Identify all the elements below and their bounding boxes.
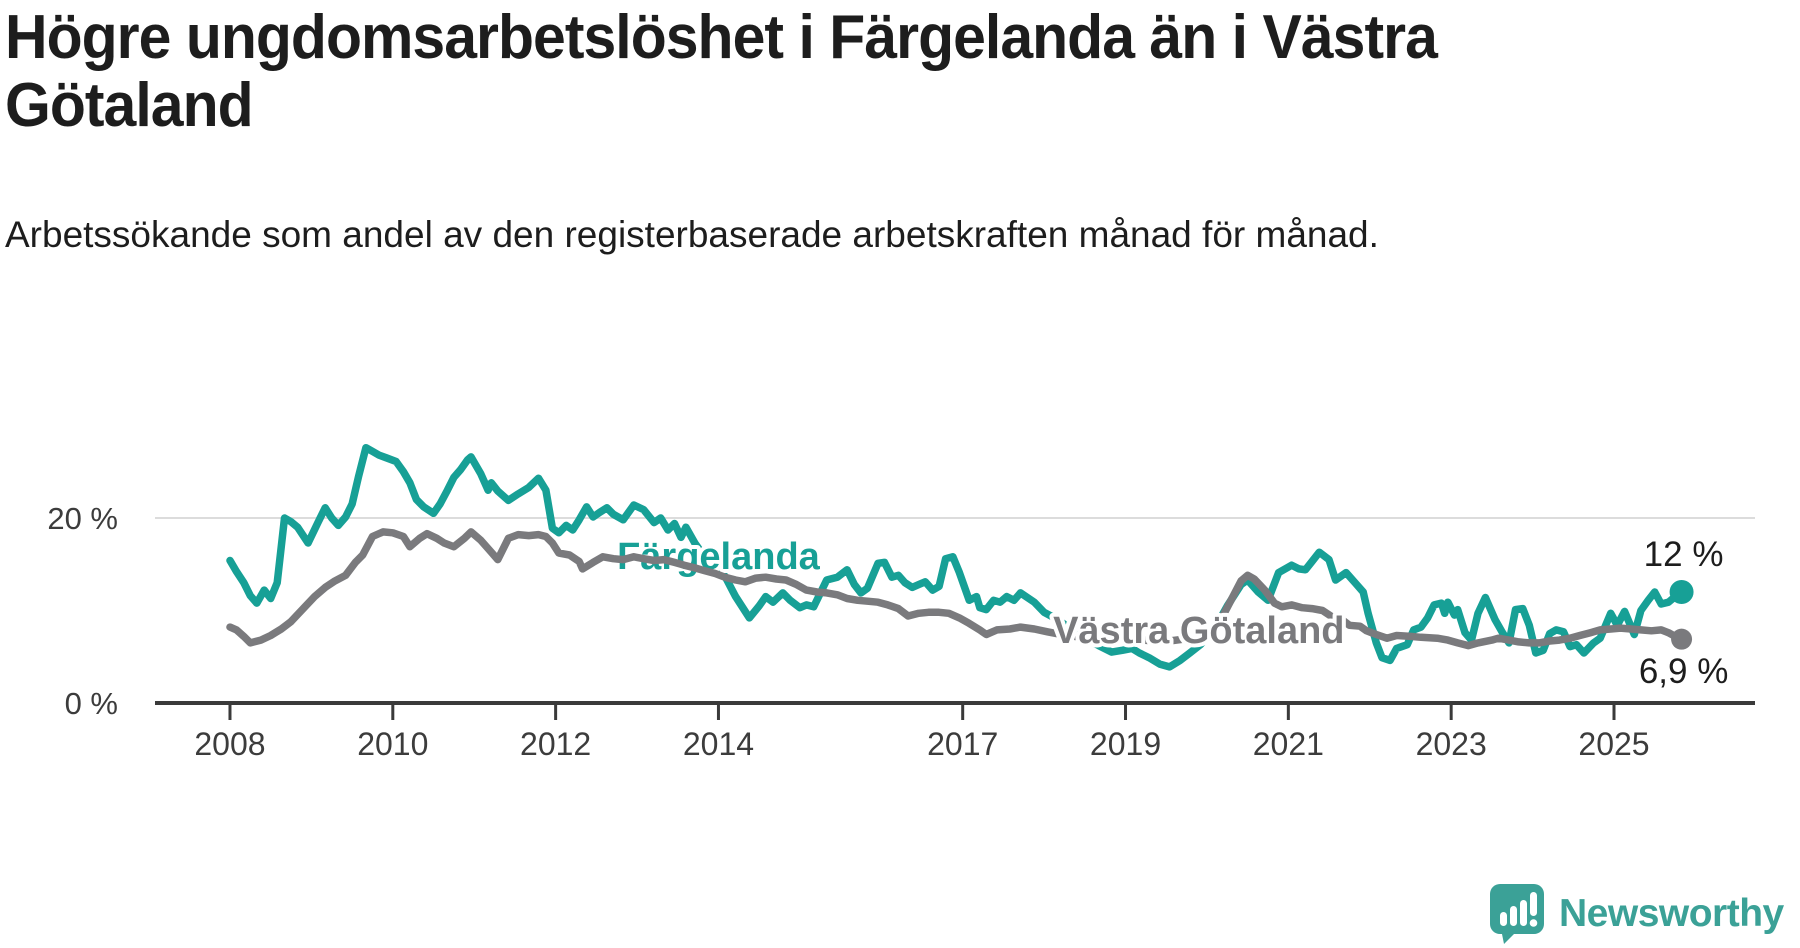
y-tick-label-20: 20 % xyxy=(47,501,118,536)
x-tick-label-2017: 2017 xyxy=(927,726,998,762)
series-line-vastra-gotaland xyxy=(226,528,1686,650)
x-tick-label-2021: 2021 xyxy=(1253,726,1324,762)
newsworthy-logo-text: Newsworthy xyxy=(1559,892,1784,935)
series-label-vastra-gotaland: Västra Götaland xyxy=(1053,610,1344,652)
end-value-label-vastra-gotaland: 6,9 % xyxy=(1639,652,1729,691)
newsworthy-branding: Newsworthy xyxy=(1488,882,1784,946)
x-tick-label-2019: 2019 xyxy=(1090,726,1161,762)
series-line-fargelanda xyxy=(226,443,1686,671)
chart-subtitle: Arbetssökande som andel av den registerb… xyxy=(5,214,1379,255)
newsworthy-logo-icon xyxy=(1490,884,1544,944)
x-tick-label-2023: 2023 xyxy=(1416,726,1487,762)
x-tick-label-2010: 2010 xyxy=(357,726,428,762)
x-tick-label-2025: 2025 xyxy=(1578,726,1649,762)
x-tick-label-2008: 2008 xyxy=(194,726,265,762)
x-tick-label-2014: 2014 xyxy=(683,726,754,762)
endpoint-dot-fargelanda xyxy=(1669,579,1694,604)
chart-title: Högre ungdomsarbetslöshet i Färgelanda ä… xyxy=(5,3,1438,141)
logo-bar-chart-glyph xyxy=(1500,892,1538,927)
y-tick-label-0: 0 % xyxy=(65,686,118,721)
end-value-label-fargelanda: 12 % xyxy=(1644,535,1724,574)
x-tick-label-2012: 2012 xyxy=(520,726,591,762)
endpoint-dot-vastra-gotaland xyxy=(1671,628,1693,650)
